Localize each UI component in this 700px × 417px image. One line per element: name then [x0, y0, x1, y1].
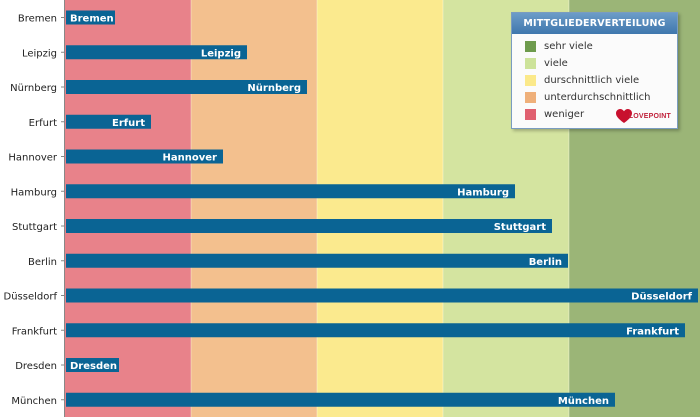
tick-label-hannover: Hannover — [8, 153, 58, 164]
bar-berlin — [66, 253, 568, 268]
bar-label-dresden: Dresden — [70, 361, 117, 372]
legend-swatch — [525, 58, 536, 69]
tick-label-stuttgart: Stuttgart — [12, 222, 57, 233]
bar-label-hamburg: Hamburg — [457, 187, 509, 198]
legend-item-durchschnittlich: durschnittlich viele — [512, 72, 677, 89]
range-band-3 — [317, 0, 443, 417]
bar-label-hannover: Hannover — [163, 153, 218, 164]
legend-item-unterdurchschnittlich: unterdurchschnittlich — [512, 89, 677, 106]
legend-item-sehr-viele: sehr viele — [512, 38, 677, 55]
bar-hannover — [66, 149, 223, 164]
bar-nuernberg — [66, 80, 307, 94]
bar-label-duesseldorf: Düsseldorf — [631, 292, 692, 303]
tick-label-muenchen: München — [11, 396, 57, 407]
legend-swatch — [525, 109, 536, 120]
bar-label-muenchen: München — [558, 396, 609, 407]
range-band-1 — [65, 0, 191, 417]
legend-label: sehr viele — [544, 41, 593, 52]
legend-title: MITTGLIEDERVERTEILUNG — [512, 13, 677, 34]
tick-label-frankfurt: Frankfurt — [12, 326, 57, 337]
bar-stuttgart — [66, 219, 552, 233]
bar-duesseldorf — [66, 288, 698, 303]
tick-label-hamburg: Hamburg — [11, 187, 57, 198]
tick-label-dresden: Dresden — [15, 361, 57, 372]
legend-label: viele — [544, 58, 568, 69]
tick-label-berlin: Berlin — [28, 257, 57, 268]
legend-swatch — [525, 92, 536, 103]
lovepoint-logo: LOVEPOINT — [615, 109, 671, 124]
legend-label: unterdurchschnittlich — [544, 92, 651, 103]
bar-label-nuernberg: Nürnberg — [247, 83, 301, 94]
legend-item-viele: viele — [512, 55, 677, 72]
tick-label-nuernberg: Nürnberg — [10, 83, 57, 94]
bar-leipzig — [66, 45, 247, 60]
range-band-2 — [191, 0, 317, 417]
bar-label-bremen: Bremen — [70, 14, 114, 25]
bar-label-frankfurt: Frankfurt — [626, 326, 679, 337]
tick-label-leipzig: Leipzig — [22, 48, 57, 59]
tick-label-erfurt: Erfurt — [29, 118, 57, 129]
tick-label-duesseldorf: Düsseldorf — [4, 292, 58, 303]
bar-dresden — [66, 358, 119, 372]
bar-label-stuttgart: Stuttgart — [494, 222, 547, 233]
legend-list: sehr viele viele durschnittlich viele un… — [512, 34, 677, 123]
bar-frankfurt — [66, 323, 685, 338]
bar-bremen — [66, 10, 115, 25]
tick-label-bremen: Bremen — [18, 14, 57, 25]
bar-label-leipzig: Leipzig — [201, 48, 241, 59]
bar-label-berlin: Berlin — [529, 257, 562, 268]
legend: MITTGLIEDERVERTEILUNG sehr viele viele d… — [511, 12, 678, 129]
bar-erfurt — [66, 114, 151, 129]
legend-swatch — [525, 75, 536, 86]
bar-muenchen — [66, 392, 615, 407]
heart-icon — [615, 109, 632, 123]
legend-label: durschnittlich viele — [544, 75, 640, 86]
legend-swatch — [525, 41, 536, 52]
logo-text: LOVEPOINT — [628, 113, 671, 120]
bar-label-erfurt: Erfurt — [112, 118, 145, 129]
legend-item-weniger: weniger — [512, 106, 677, 123]
legend-label: weniger — [544, 109, 585, 120]
bar-hamburg — [66, 184, 515, 199]
